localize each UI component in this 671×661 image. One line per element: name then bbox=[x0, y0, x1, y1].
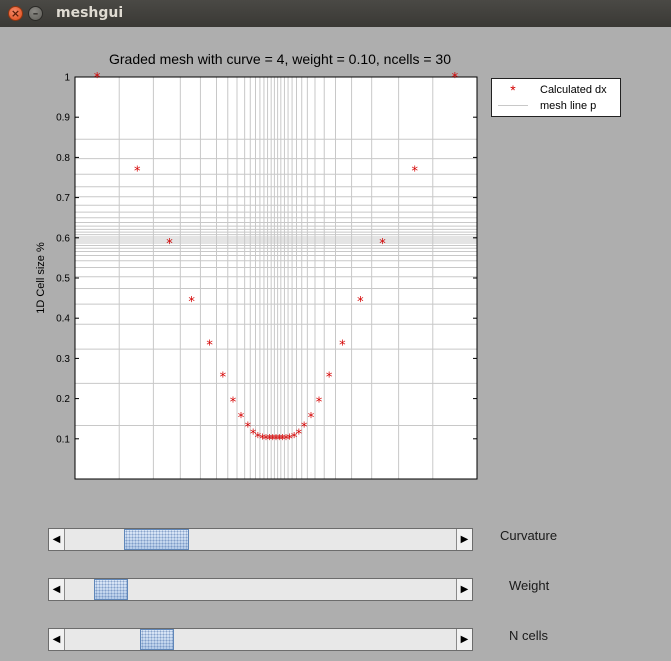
y-tick-label: 0.6 bbox=[56, 233, 70, 244]
close-icon[interactable]: × bbox=[8, 6, 23, 21]
data-point: * bbox=[411, 164, 418, 179]
line-marker-icon bbox=[498, 105, 528, 106]
data-point: * bbox=[238, 411, 245, 426]
data-point: * bbox=[308, 411, 315, 426]
data-point: * bbox=[301, 421, 308, 436]
data-point: * bbox=[357, 295, 364, 310]
slider-track[interactable] bbox=[65, 579, 456, 600]
slider-thumb[interactable] bbox=[94, 579, 128, 600]
curvature-label: Curvature bbox=[500, 528, 558, 543]
asterisk-marker-icon: * bbox=[510, 82, 516, 98]
data-point: * bbox=[166, 237, 173, 252]
data-point: * bbox=[379, 237, 386, 252]
arrow-right-icon[interactable]: ▶ bbox=[456, 629, 472, 650]
ncells-slider[interactable]: ◀ ▶ bbox=[48, 628, 473, 651]
data-point: * bbox=[250, 428, 257, 443]
data-point: * bbox=[188, 295, 195, 310]
data-point: * bbox=[255, 431, 262, 446]
slider-thumb[interactable] bbox=[124, 529, 189, 550]
data-point: * bbox=[296, 428, 303, 443]
arrow-right-icon[interactable]: ▶ bbox=[456, 579, 472, 600]
arrow-left-icon[interactable]: ◀ bbox=[49, 629, 65, 650]
plot-area bbox=[75, 77, 477, 479]
slider-track[interactable] bbox=[65, 529, 456, 550]
window-titlebar: × – meshgui bbox=[0, 0, 671, 27]
legend-label: mesh line p bbox=[540, 100, 597, 112]
y-tick-label: 0.1 bbox=[56, 434, 70, 445]
data-point: * bbox=[291, 431, 298, 446]
data-point: * bbox=[452, 71, 459, 86]
arrow-left-icon[interactable]: ◀ bbox=[49, 579, 65, 600]
data-point: * bbox=[134, 164, 141, 179]
arrow-right-icon[interactable]: ▶ bbox=[456, 529, 472, 550]
data-point: * bbox=[259, 432, 266, 447]
curvature-slider[interactable]: ◀ ▶ bbox=[48, 528, 473, 551]
plot-title: Graded mesh with curve = 4, weight = 0.1… bbox=[108, 51, 452, 67]
y-tick-label: 0.9 bbox=[56, 113, 70, 124]
legend-label: Calculated dx bbox=[540, 84, 607, 96]
data-point: * bbox=[326, 370, 333, 385]
data-point: * bbox=[206, 339, 213, 354]
legend-entry-mesh-line: mesh line p bbox=[492, 98, 620, 114]
y-tick-label: 0.7 bbox=[56, 193, 70, 204]
mesh-chart: 0.1 0.2 0.3 0.4 0.5 0.6 0.7 0.8 0.9 1 1D Cell size… bbox=[35, 71, 478, 480]
y-tick-label: 0.5 bbox=[56, 274, 70, 285]
data-point: * bbox=[270, 433, 277, 448]
weight-label: Weight bbox=[509, 578, 550, 593]
legend: * Calculated dx mesh line p bbox=[491, 78, 621, 117]
data-point: * bbox=[283, 433, 290, 448]
y-tick-label: 1 bbox=[64, 73, 70, 84]
data-point: * bbox=[263, 433, 270, 448]
data-point: * bbox=[279, 433, 286, 448]
weight-slider[interactable]: ◀ ▶ bbox=[48, 578, 473, 601]
arrow-left-icon[interactable]: ◀ bbox=[49, 529, 65, 550]
data-point: * bbox=[273, 433, 280, 448]
slider-track[interactable] bbox=[65, 629, 456, 650]
data-point: * bbox=[339, 339, 346, 354]
y-tick-label: 0.8 bbox=[56, 153, 70, 164]
data-point: * bbox=[220, 370, 227, 385]
y-tick-label: 0.2 bbox=[56, 394, 70, 405]
data-point: * bbox=[286, 432, 293, 447]
figure-area: Graded mesh with curve = 4, weight = 0.1… bbox=[0, 27, 671, 661]
y-axis-label: 1D Cell size % bbox=[35, 242, 47, 314]
data-point: * bbox=[316, 395, 323, 410]
data-point: * bbox=[266, 433, 273, 448]
data-point: * bbox=[245, 421, 252, 436]
ncells-label: N cells bbox=[509, 628, 549, 643]
y-tick-label: 0.4 bbox=[56, 314, 70, 325]
window-title: meshgui bbox=[56, 5, 124, 21]
minimize-icon[interactable]: – bbox=[28, 6, 43, 21]
data-point: * bbox=[94, 71, 101, 86]
legend-entry-calculated-dx: * Calculated dx bbox=[492, 82, 620, 98]
data-point: * bbox=[276, 433, 283, 448]
data-point: * bbox=[230, 395, 237, 410]
y-tick-label: 0.3 bbox=[56, 354, 70, 365]
slider-thumb[interactable] bbox=[140, 629, 174, 650]
